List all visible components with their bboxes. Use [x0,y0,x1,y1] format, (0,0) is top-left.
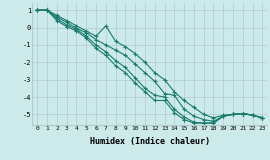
X-axis label: Humidex (Indice chaleur): Humidex (Indice chaleur) [90,137,210,146]
